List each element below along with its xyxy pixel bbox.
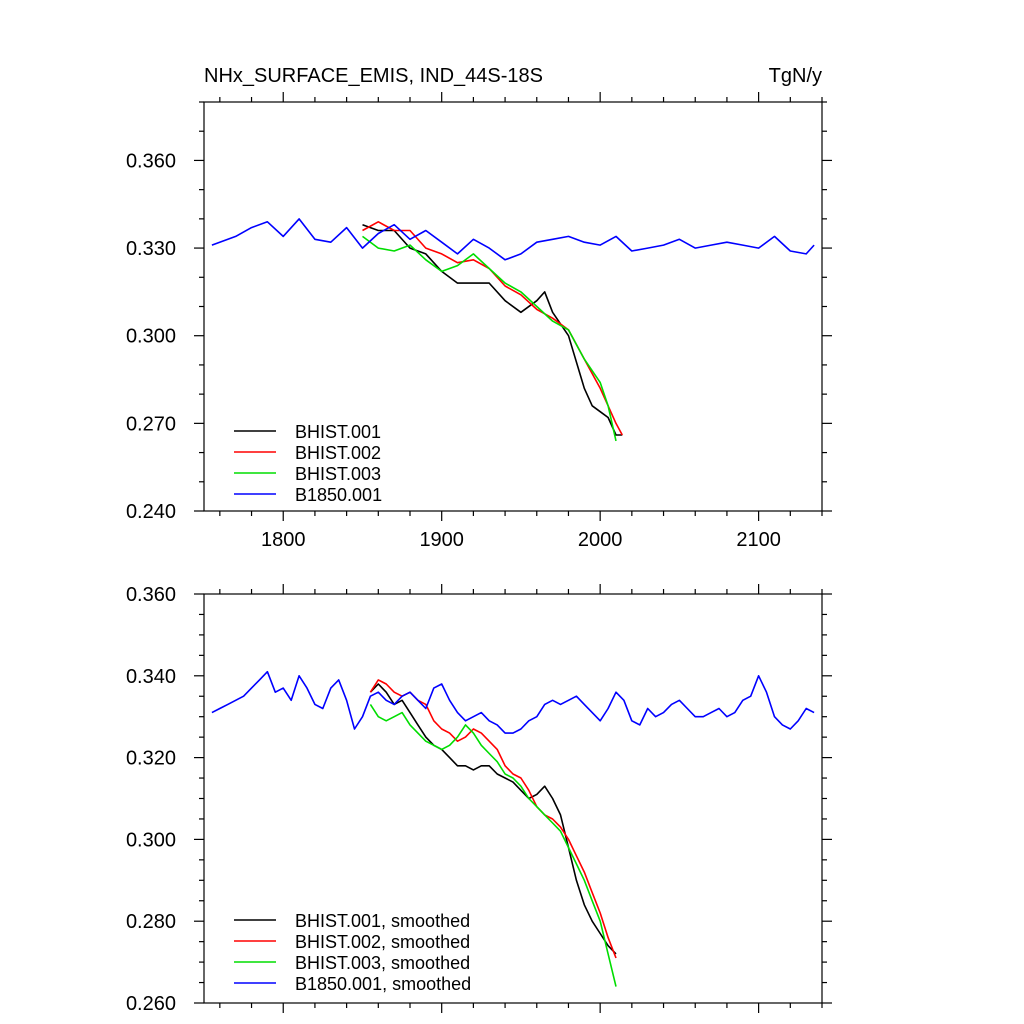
legend-label: BHIST.002, smoothed bbox=[295, 932, 470, 952]
legend-label: BHIST.003, smoothed bbox=[295, 953, 470, 973]
x-tick-label: 2100 bbox=[736, 529, 781, 551]
top-chart-axes: 1800 1900 2000 2100 0.240 0.270 0.300 0.330 0.36… bbox=[126, 92, 832, 551]
legend-label: BHIST.001, smoothed bbox=[295, 911, 470, 931]
y-tick-label: 0.240 bbox=[126, 501, 176, 523]
y-tick-label: 0.280 bbox=[126, 911, 176, 933]
y-tick-label: 0.330 bbox=[126, 238, 176, 260]
x-tick-label: 2000 bbox=[578, 529, 623, 551]
y-tick-label: 0.360 bbox=[126, 584, 176, 606]
top-chart: NHx_SURFACE_EMIS, IND_44S-18S TgN/y 1800… bbox=[126, 65, 832, 551]
series-line-bottom-0 bbox=[369, 683, 617, 955]
series-line-bottom-2 bbox=[369, 703, 617, 987]
legend-label: B1850.001, smoothed bbox=[295, 974, 471, 994]
legend-label: BHIST.002 bbox=[295, 443, 381, 463]
bottom-chart-axes: 0.260 0.280 0.300 0.320 0.340 0.360 bbox=[126, 584, 832, 1015]
legend-label: BHIST.003 bbox=[295, 464, 381, 484]
x-tick-label: 1800 bbox=[261, 529, 306, 551]
top-chart-lines bbox=[211, 218, 815, 442]
y-tick-label: 0.360 bbox=[126, 150, 176, 172]
series-line-top-2 bbox=[362, 235, 617, 442]
top-chart-units: TgN/y bbox=[769, 65, 822, 87]
y-tick-label: 0.340 bbox=[126, 666, 176, 688]
legend-label: BHIST.001 bbox=[295, 422, 381, 442]
series-line-bottom-3 bbox=[211, 670, 815, 734]
bottom-chart-lines bbox=[211, 670, 815, 987]
y-tick-label: 0.260 bbox=[126, 993, 176, 1015]
series-line-top-3 bbox=[211, 218, 815, 261]
y-tick-label: 0.320 bbox=[126, 748, 176, 770]
legend-label: B1850.001 bbox=[295, 485, 382, 505]
top-chart-title: NHx_SURFACE_EMIS, IND_44S-18S bbox=[204, 65, 543, 87]
y-tick-label: 0.300 bbox=[126, 829, 176, 851]
y-tick-label: 0.270 bbox=[126, 413, 176, 435]
y-tick-label: 0.300 bbox=[126, 326, 176, 348]
series-line-top-1 bbox=[362, 221, 624, 436]
x-tick-label: 1900 bbox=[419, 529, 464, 551]
bottom-chart: 0.260 0.280 0.300 0.320 0.340 0.360 BHIST.001… bbox=[126, 584, 832, 1015]
